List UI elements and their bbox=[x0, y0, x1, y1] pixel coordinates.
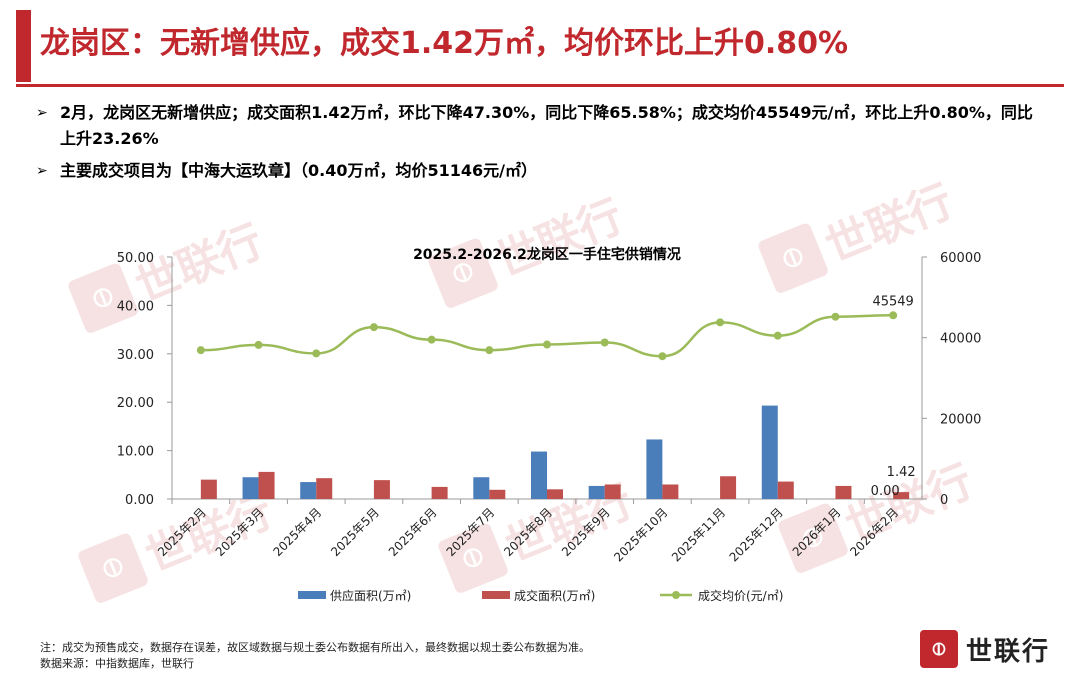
supply-area-data-label: 0.00 bbox=[871, 484, 900, 499]
legend-avg-label: 成交均价(元/㎡) bbox=[698, 588, 783, 603]
supply-bar bbox=[300, 482, 317, 499]
deal-bar bbox=[547, 489, 563, 499]
avg-price-point bbox=[254, 340, 263, 349]
footnote: 注：成交为预售成交，数据存在误差，故区域数据与规土委公布数据有所出入，最终数据以… bbox=[40, 640, 590, 672]
legend-deal-swatch bbox=[482, 591, 510, 599]
title-accent-bar bbox=[16, 10, 31, 82]
x-tick-label: 2025年5月 bbox=[328, 505, 382, 559]
y-left-tick-label: 0.00 bbox=[125, 493, 154, 508]
deal-bar bbox=[662, 484, 679, 499]
summary-bullets: ➢ 2月，龙岗区无新增供应；成交面积1.42万㎡，环比下降47.30%，同比下降… bbox=[36, 100, 1036, 190]
deal-bar bbox=[258, 471, 275, 499]
x-tick-label: 2025年11月 bbox=[669, 505, 728, 564]
deal-bar bbox=[604, 484, 621, 499]
deal-bar bbox=[489, 489, 506, 499]
page-title: 龙岗区：无新增供应，成交1.42万㎡，均价环比上升0.80% bbox=[40, 26, 849, 61]
y-right-tick-label: 40000 bbox=[940, 332, 981, 347]
deal-bar bbox=[777, 481, 794, 499]
avg-price-point bbox=[831, 312, 840, 321]
supply-sales-chart: 2025.2-2026.2龙岗区一手住宅供销情况 0.00 10.00 20.00 30… bbox=[117, 246, 982, 603]
bullet-text: 主要成交项目为【中海大运玖章】（0.40万㎡，均价51146元/㎡） bbox=[60, 161, 537, 180]
footnote-note: 注：成交为预售成交，数据存在误差，故区域数据与规土委公布数据有所出入，最终数据以… bbox=[40, 641, 590, 654]
deal-bar bbox=[200, 479, 217, 499]
y-left-tick-label: 30.00 bbox=[117, 348, 154, 363]
deal-bar bbox=[835, 485, 852, 499]
legend-supply-label: 供应面积(万㎡) bbox=[330, 588, 411, 603]
supply-bar bbox=[242, 477, 259, 499]
avg-price-point bbox=[312, 349, 321, 358]
avg-price-point bbox=[889, 311, 898, 320]
y-right-tick-label: 20000 bbox=[940, 412, 981, 427]
summary-bullet: ➢ 主要成交项目为【中海大运玖章】（0.40万㎡，均价51146元/㎡） bbox=[36, 158, 1036, 184]
supply-bar bbox=[761, 405, 778, 499]
deal-bar bbox=[431, 486, 448, 499]
x-tick-label: 2025年6月 bbox=[386, 505, 440, 559]
avg-price-point bbox=[543, 340, 551, 349]
avg-price-point bbox=[773, 331, 782, 340]
avg-price-point bbox=[600, 338, 609, 347]
x-tick-label: 2025年4月 bbox=[270, 505, 324, 559]
brand-logo: ⦶ 世联行 bbox=[919, 630, 1050, 668]
y-left-tick-label: 20.00 bbox=[117, 396, 154, 411]
avg-price-point bbox=[658, 352, 667, 361]
x-tick-label: 2025年8月 bbox=[501, 505, 555, 559]
avg-price-point bbox=[369, 323, 378, 332]
y-left-tick-label: 50.00 bbox=[117, 251, 154, 266]
title-divider bbox=[16, 84, 1064, 87]
avg-price-data-label: 45549 bbox=[872, 294, 913, 309]
brand-logo-icon: ⦶ bbox=[919, 630, 958, 668]
bullet-arrow-icon: ➢ bbox=[36, 163, 48, 179]
avg-price-point bbox=[716, 318, 725, 327]
y-right-tick-label: 60000 bbox=[940, 251, 981, 266]
deal-bar bbox=[316, 478, 333, 499]
deal-bar bbox=[893, 492, 910, 499]
supply-bar bbox=[531, 451, 547, 499]
x-tick-label: 2025年3月 bbox=[213, 505, 267, 559]
brand-name: 世联行 bbox=[965, 636, 1050, 667]
x-tick-label: 2025年7月 bbox=[444, 505, 498, 559]
legend-supply-swatch bbox=[298, 591, 326, 599]
bullet-text: 2月，龙岗区无新增供应；成交面积1.42万㎡，环比下降47.30%，同比下降65… bbox=[60, 103, 1033, 148]
deal-bar bbox=[373, 480, 390, 499]
y-right-tick-label: 0 bbox=[940, 493, 948, 508]
summary-bullet: ➢ 2月，龙岗区无新增供应；成交面积1.42万㎡，环比下降47.30%，同比下降… bbox=[36, 100, 1036, 152]
avg-price-point bbox=[427, 335, 436, 344]
bullet-arrow-icon: ➢ bbox=[36, 105, 48, 121]
y-left-tick-label: 10.00 bbox=[117, 445, 154, 460]
footnote-source: 数据来源：中指数据库，世联行 bbox=[40, 657, 194, 670]
avg-price-point bbox=[196, 346, 205, 355]
chart-title: 2025.2-2026.2龙岗区一手住宅供销情况 bbox=[413, 246, 681, 263]
x-tick-label: 2026年1月 bbox=[790, 505, 844, 559]
x-tick-label: 2025年9月 bbox=[559, 505, 613, 559]
x-tick-label: 2025年2月 bbox=[155, 505, 209, 559]
supply-bar bbox=[646, 439, 663, 499]
x-tick-label: 2025年10月 bbox=[611, 505, 670, 564]
x-tick-label: 2025年12月 bbox=[727, 505, 786, 564]
deal-area-data-label: 1.42 bbox=[887, 465, 916, 480]
y-left-tick-label: 40.00 bbox=[117, 299, 154, 314]
legend-deal-label: 成交面积(万㎡) bbox=[514, 588, 595, 603]
supply-bar bbox=[473, 477, 490, 499]
supply-bar bbox=[588, 485, 605, 499]
legend-avg-marker bbox=[672, 591, 680, 599]
deal-bar bbox=[720, 476, 737, 499]
avg-price-line bbox=[200, 314, 894, 358]
x-tick-label: 2026年2月 bbox=[847, 505, 901, 559]
avg-price-point bbox=[485, 346, 494, 355]
